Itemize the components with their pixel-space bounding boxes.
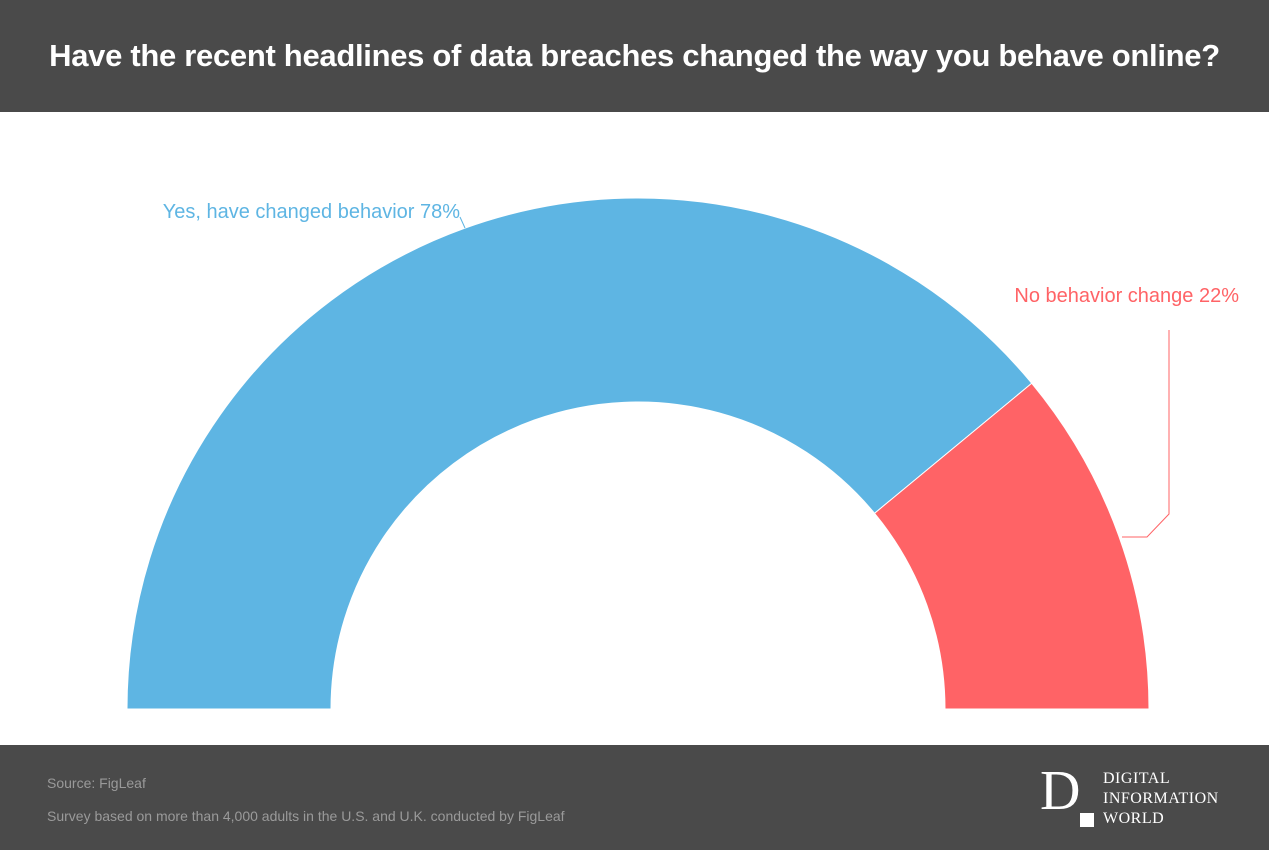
- brand-line-3: WORLD: [1103, 810, 1165, 827]
- chart-area: Yes, have changed behavior 78% No behavio…: [0, 112, 1269, 745]
- brand-line-2: INFORMATION: [1103, 790, 1219, 807]
- slice-no-change: [873, 382, 1150, 710]
- brand-wordmark: DIGITAL INFORMATION WORLD: [1103, 769, 1219, 829]
- source-text: Source: FigLeaf: [47, 775, 146, 791]
- slice-changed-behavior: [126, 197, 1033, 710]
- semi-donut-chart: Yes, have changed behavior 78% No behavio…: [126, 197, 1239, 710]
- brand-letter: D: [1040, 760, 1081, 822]
- header-bar: Have the recent headlines of data breach…: [0, 0, 1269, 112]
- footer-bar: Source: FigLeaf Survey based on more tha…: [0, 745, 1269, 850]
- brand-square-icon: [1080, 813, 1094, 827]
- survey-note: Survey based on more than 4,000 adults i…: [47, 808, 565, 824]
- chart-title: Have the recent headlines of data breach…: [49, 38, 1220, 73]
- leader-line-changed-behavior: [459, 216, 466, 229]
- label-changed-behavior: Yes, have changed behavior 78%: [163, 201, 460, 223]
- brand-line-1: DIGITAL: [1103, 770, 1171, 787]
- label-no-change: No behavior change 22%: [1014, 285, 1239, 307]
- leader-line-no-change: [1122, 330, 1170, 538]
- brand-logo: D DIGITAL INFORMATION WORLD: [1040, 763, 1240, 833]
